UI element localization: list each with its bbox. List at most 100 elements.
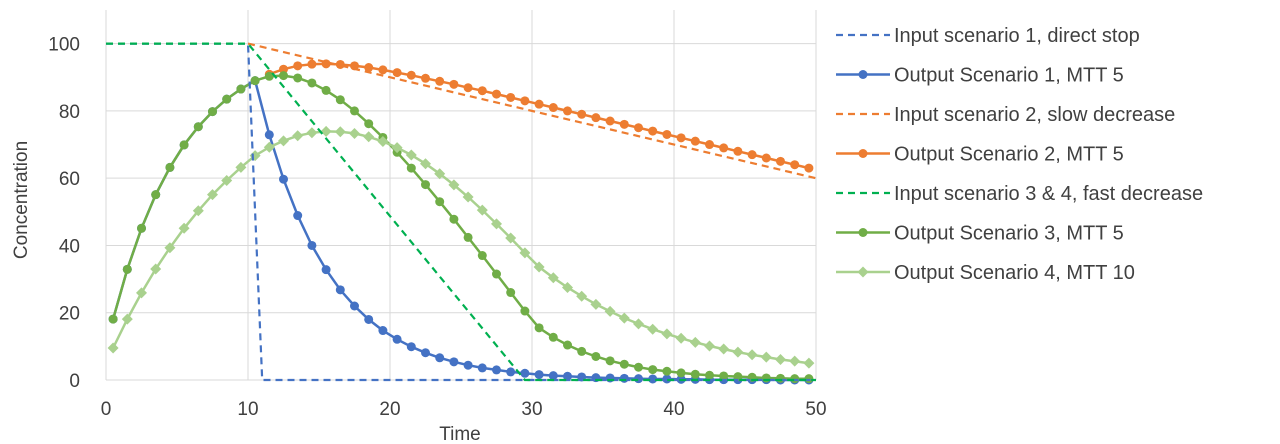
data-point [264,130,274,140]
data-point [350,301,359,311]
data-point [449,79,459,89]
data-point [307,78,317,88]
data-point [264,71,274,81]
data-point [789,355,801,367]
data-point [803,357,815,369]
data-point [392,68,402,78]
data-point [704,340,715,352]
data-point [477,363,487,373]
x-tick-label: 30 [521,399,542,420]
data-point [307,59,317,69]
data-point [477,251,487,261]
data-point [648,365,658,375]
data-point [108,314,118,324]
data-point [306,127,318,139]
data-point [732,346,744,358]
data-point [605,373,615,383]
data-point [591,351,601,361]
legend-item: Output Scenario 2, MTT 5 [836,144,1124,166]
data-point [519,247,531,259]
x-tick-label: 0 [101,399,112,420]
data-point [790,374,800,384]
data-point [378,65,388,75]
data-point [476,204,488,216]
data-point [363,131,375,143]
data-point [122,264,132,274]
data-point [193,122,203,132]
data-point [435,76,445,86]
data-point [520,96,530,106]
data-point [377,136,389,148]
data-point [434,168,446,180]
series-line [268,62,810,170]
data-point [463,360,473,370]
data-point [790,160,800,170]
y-tick-label: 80 [59,102,80,123]
data-point [391,142,403,154]
data-point [733,146,743,156]
legend-label: Input scenario 2, slow decrease [894,104,1175,126]
legend-label: Output Scenario 4, MTT 10 [894,262,1135,284]
data-point [463,232,473,242]
series-3 [247,42,817,180]
y-tick-label: 0 [69,371,80,392]
series-4 [264,59,814,173]
legend-label: Input scenario 1, direct stop [894,25,1140,47]
data-point [605,356,615,366]
data-point [406,342,416,352]
data-point [421,73,430,83]
data-point [661,328,673,340]
data-point [548,103,558,113]
data-point [137,223,146,233]
legend-label: Output Scenario 3, MTT 5 [894,223,1124,245]
data-point [151,190,161,200]
data-point [590,298,602,310]
data-point [235,161,247,173]
legend-marker [857,266,869,278]
data-point [662,374,672,384]
data-point [747,150,757,160]
data-point [718,343,730,355]
data-point [279,71,288,81]
data-point [662,366,672,376]
data-point [364,119,374,129]
data-point [647,323,659,335]
data-point [492,269,501,279]
data-point [547,272,559,284]
series-line [106,42,816,382]
data-point [563,106,572,116]
y-tick-labels: 0 20 40 60 80 100 [48,35,80,392]
series-5 [106,42,816,382]
data-point [506,367,516,377]
x-tick-label: 10 [237,399,258,420]
legend-label: Output Scenario 1, MTT 5 [894,65,1124,87]
data-point [548,332,558,342]
data-point [634,362,643,372]
data-point [350,106,359,116]
data-point [293,211,303,221]
data-point [619,373,629,383]
data-point [136,287,147,299]
data-point [506,288,516,298]
data-point [307,240,317,250]
data-point [634,123,643,133]
x-tick-labels: 0 10 20 30 40 50 [101,399,827,420]
data-point [505,232,517,244]
series-6 [108,71,814,384]
data-point [449,357,459,367]
data-point [634,374,643,384]
data-point [165,162,175,172]
data-point [279,64,288,74]
data-point [562,282,573,293]
data-point [405,149,417,161]
data-point [619,359,629,369]
data-point [364,63,374,73]
data-point [335,95,345,105]
data-point [533,261,545,273]
data-point [364,314,374,324]
data-point [293,61,303,71]
data-point [761,373,771,383]
data-point [648,126,658,136]
data-point [577,109,587,119]
data-point [292,130,304,142]
